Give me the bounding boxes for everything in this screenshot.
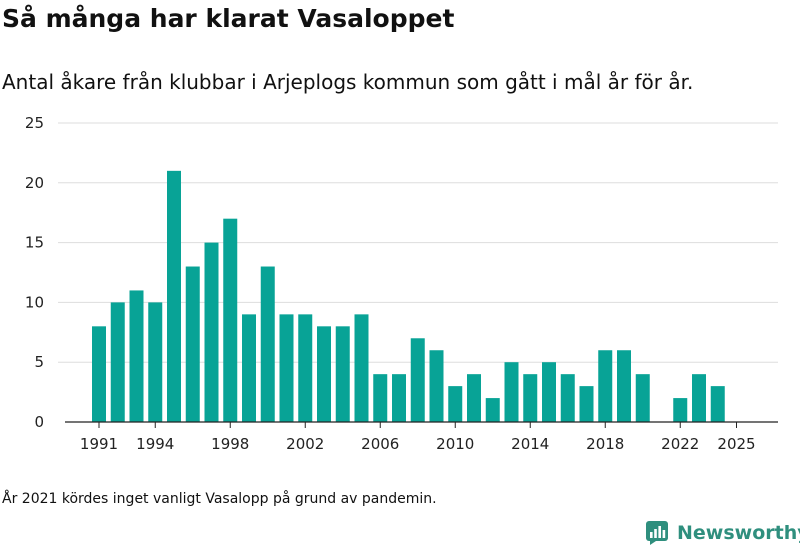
bar	[260, 266, 275, 422]
x-tick-label: 2018	[586, 435, 624, 453]
bars	[92, 170, 725, 422]
bar	[354, 314, 369, 422]
x-tick-label: 2006	[361, 435, 399, 453]
bar	[392, 374, 406, 422]
bar	[317, 326, 331, 422]
bar	[92, 326, 106, 422]
bar	[673, 398, 688, 422]
newsworthy-logo-icon	[646, 521, 668, 545]
bar	[410, 338, 425, 422]
y-tick-label: 10	[25, 293, 44, 311]
bar	[692, 374, 706, 422]
bar	[448, 386, 463, 422]
bar	[542, 362, 556, 422]
x-tick-label: 1998	[211, 435, 249, 453]
bar	[204, 242, 219, 422]
y-tick-label: 25	[25, 114, 44, 132]
x-tick-label: 2025	[717, 435, 755, 453]
x-tick-label: 1994	[136, 435, 174, 453]
bar	[335, 326, 350, 422]
bar	[279, 314, 294, 422]
bar	[710, 386, 725, 422]
y-tick-label: 20	[25, 174, 44, 192]
bar	[148, 302, 163, 422]
bar	[523, 374, 538, 422]
brand-logo[interactable]: Newsworthy	[645, 520, 800, 546]
x-tick-label: 2002	[286, 435, 324, 453]
bar	[485, 398, 500, 422]
x-tick-label: 2010	[436, 435, 474, 453]
bar	[373, 374, 388, 422]
x-tick-label: 1991	[80, 435, 118, 453]
bar	[617, 350, 631, 422]
bar	[298, 314, 313, 422]
brand-name: Newsworthy	[677, 522, 800, 544]
bar	[504, 362, 519, 422]
bar	[598, 350, 613, 422]
bar	[467, 374, 481, 422]
bar	[129, 290, 144, 422]
chart-subtitle: Antal åkare från klubbar i Arjeplogs kom…	[2, 70, 694, 94]
y-tick-label: 15	[25, 234, 44, 252]
bar	[242, 314, 256, 422]
bar	[560, 374, 575, 422]
bar	[579, 386, 594, 422]
y-tick-label: 0	[34, 413, 44, 431]
bar	[167, 170, 181, 422]
x-tick-label: 2014	[511, 435, 549, 453]
grid-lines	[58, 122, 778, 363]
chart-title: Så många har klarat Vasaloppet	[2, 4, 455, 33]
bar	[110, 302, 125, 422]
bar	[223, 218, 238, 422]
footnote: År 2021 kördes inget vanligt Vasalopp på…	[2, 491, 437, 507]
x-tick-label: 2022	[661, 435, 699, 453]
bar	[635, 374, 650, 422]
bar	[185, 266, 200, 422]
y-tick-label: 5	[34, 353, 44, 371]
bar	[429, 350, 444, 422]
